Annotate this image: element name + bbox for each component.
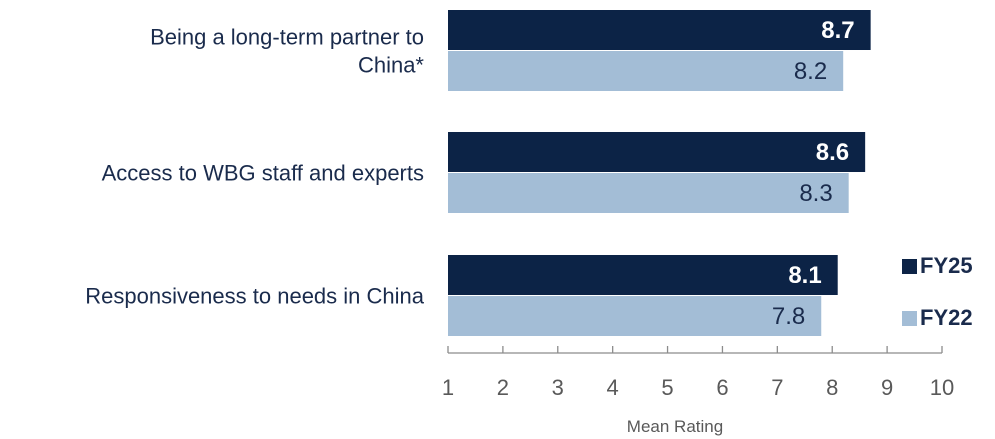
x-tick-label: 3 [552,375,564,400]
bar-fy25 [448,10,871,50]
x-tick-label: 6 [716,375,728,400]
bar-fy22 [448,296,822,336]
legend-label-fy25: FY25 [920,253,973,278]
bar-fy25 [448,132,866,172]
x-axis-tick-labels: 1 2 3 4 5 6 7 8 9 10 [442,375,954,400]
data-label-fy22: 7.8 [772,303,805,330]
data-label-fy22: 8.3 [799,180,832,207]
category-label: China* [358,53,424,78]
x-tick-label: 4 [607,375,619,400]
data-label-fy22: 8.2 [794,58,827,85]
x-axis: 1 2 3 4 5 6 7 8 9 10 Mean Rating [442,346,954,436]
category-label: Responsiveness to needs in China [85,284,425,309]
x-tick-label: 2 [497,375,509,400]
legend: FY25 FY22 [902,253,973,330]
x-axis-title: Mean Rating [627,417,723,436]
category-label: Being a long-term partner to [150,25,424,50]
x-tick-label: 7 [771,375,783,400]
legend-label-fy22: FY22 [920,305,973,330]
data-label-fy25: 8.6 [816,139,849,166]
data-label-fy25: 8.1 [788,262,821,289]
legend-swatch-fy22 [902,311,917,326]
bar-fy22 [448,51,844,91]
x-axis-ticks [447,346,943,353]
data-label-fy25: 8.7 [821,17,854,44]
x-tick-label: 8 [826,375,838,400]
x-tick-label: 9 [881,375,893,400]
legend-swatch-fy25 [902,259,917,274]
category-labels: Being a long-term partner to China* Access… [85,25,425,309]
bars [448,10,871,336]
x-tick-label: 5 [661,375,673,400]
bar-fy25 [448,255,838,295]
value-labels: 8.7 8.2 8.6 8.3 8.1 7.8 [772,17,855,330]
category-label: Access to WBG staff and experts [102,161,424,186]
x-tick-label: 10 [930,375,954,400]
bar-fy22 [448,173,849,213]
x-tick-label: 1 [442,375,454,400]
